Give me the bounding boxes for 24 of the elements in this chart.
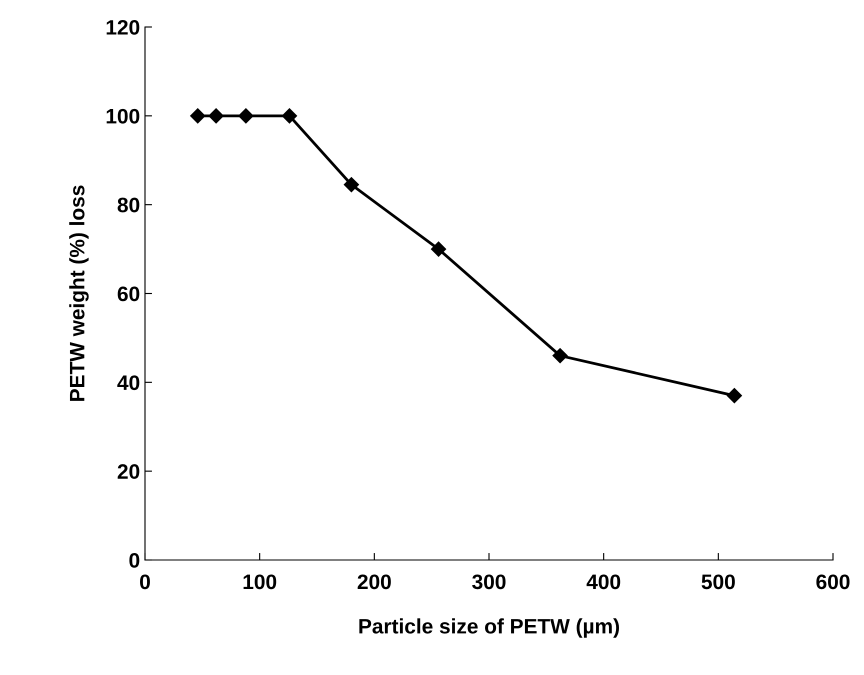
point [430, 242, 446, 257]
y-tick-label: 120 [106, 20, 140, 35]
point [238, 108, 254, 124]
point [344, 177, 359, 192]
x-tick-label: 300 [472, 574, 506, 590]
y-tick-label: 80 [118, 198, 140, 212]
x-tick-label: 200 [358, 574, 391, 590]
x-tick-label: 500 [702, 574, 735, 590]
point [190, 108, 206, 124]
x-tick-label: 100 [244, 574, 276, 590]
point [726, 388, 742, 404]
y-tick-label: 0 [129, 553, 140, 568]
x-tick-label: 400 [586, 574, 620, 590]
x-tick-label: 600 [816, 574, 850, 590]
x-tick-label: 0 [140, 574, 150, 590]
point [208, 108, 224, 124]
point [552, 348, 568, 364]
x-axis-title: Particle size of PETW (µm) [359, 618, 619, 638]
y-axis-title: PETW weight (%) loss [69, 186, 89, 401]
y-tick-label: 100 [106, 108, 140, 124]
y-tick-label: 40 [117, 375, 140, 390]
y-tick-label: 20 [118, 464, 140, 479]
y-tick-label: 60 [118, 286, 140, 302]
point [282, 108, 298, 124]
